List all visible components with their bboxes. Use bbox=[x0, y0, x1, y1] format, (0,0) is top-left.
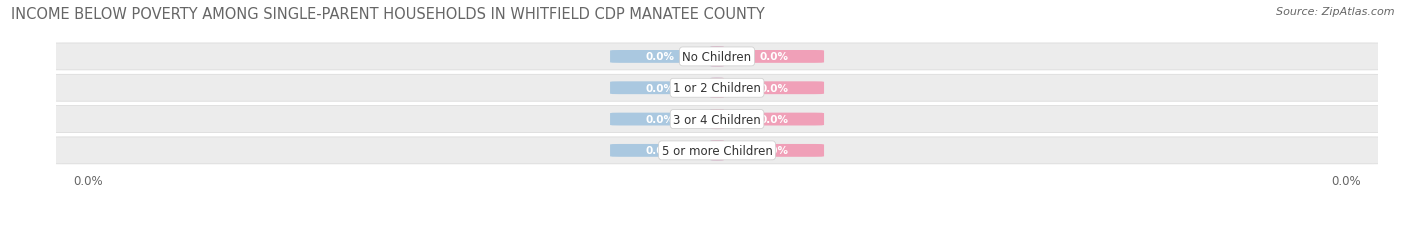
Text: 0.0%: 0.0% bbox=[759, 83, 789, 93]
FancyBboxPatch shape bbox=[610, 82, 711, 95]
Text: 1 or 2 Children: 1 or 2 Children bbox=[673, 82, 761, 95]
FancyBboxPatch shape bbox=[710, 47, 723, 67]
Text: 0.0%: 0.0% bbox=[759, 115, 789, 125]
FancyBboxPatch shape bbox=[38, 137, 1396, 164]
Text: 0.0%: 0.0% bbox=[645, 115, 675, 125]
FancyBboxPatch shape bbox=[711, 141, 724, 161]
FancyBboxPatch shape bbox=[710, 78, 723, 98]
Text: 3 or 4 Children: 3 or 4 Children bbox=[673, 113, 761, 126]
Text: 0.0%: 0.0% bbox=[645, 52, 675, 62]
FancyBboxPatch shape bbox=[38, 44, 1396, 71]
FancyBboxPatch shape bbox=[710, 141, 723, 161]
FancyBboxPatch shape bbox=[38, 106, 1396, 133]
FancyBboxPatch shape bbox=[610, 113, 711, 126]
FancyBboxPatch shape bbox=[710, 109, 723, 130]
Text: No Children: No Children bbox=[682, 51, 752, 64]
FancyBboxPatch shape bbox=[723, 144, 824, 157]
FancyBboxPatch shape bbox=[723, 82, 824, 95]
Text: 0.0%: 0.0% bbox=[645, 83, 675, 93]
FancyBboxPatch shape bbox=[723, 51, 824, 64]
Text: 5 or more Children: 5 or more Children bbox=[662, 144, 772, 157]
Text: 0.0%: 0.0% bbox=[759, 52, 789, 62]
Legend: Single Father, Single Mother: Single Father, Single Mother bbox=[607, 227, 827, 231]
FancyBboxPatch shape bbox=[610, 144, 711, 157]
FancyBboxPatch shape bbox=[711, 78, 724, 98]
Text: Source: ZipAtlas.com: Source: ZipAtlas.com bbox=[1277, 7, 1395, 17]
FancyBboxPatch shape bbox=[723, 113, 824, 126]
Text: INCOME BELOW POVERTY AMONG SINGLE-PARENT HOUSEHOLDS IN WHITFIELD CDP MANATEE COU: INCOME BELOW POVERTY AMONG SINGLE-PARENT… bbox=[11, 7, 765, 22]
FancyBboxPatch shape bbox=[610, 51, 711, 64]
Text: 0.0%: 0.0% bbox=[645, 146, 675, 156]
FancyBboxPatch shape bbox=[711, 47, 724, 67]
Text: 0.0%: 0.0% bbox=[759, 146, 789, 156]
FancyBboxPatch shape bbox=[38, 75, 1396, 102]
FancyBboxPatch shape bbox=[711, 109, 724, 130]
